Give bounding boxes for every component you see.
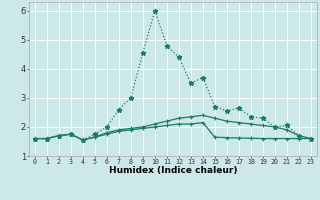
X-axis label: Humidex (Indice chaleur): Humidex (Indice chaleur) bbox=[108, 166, 237, 175]
